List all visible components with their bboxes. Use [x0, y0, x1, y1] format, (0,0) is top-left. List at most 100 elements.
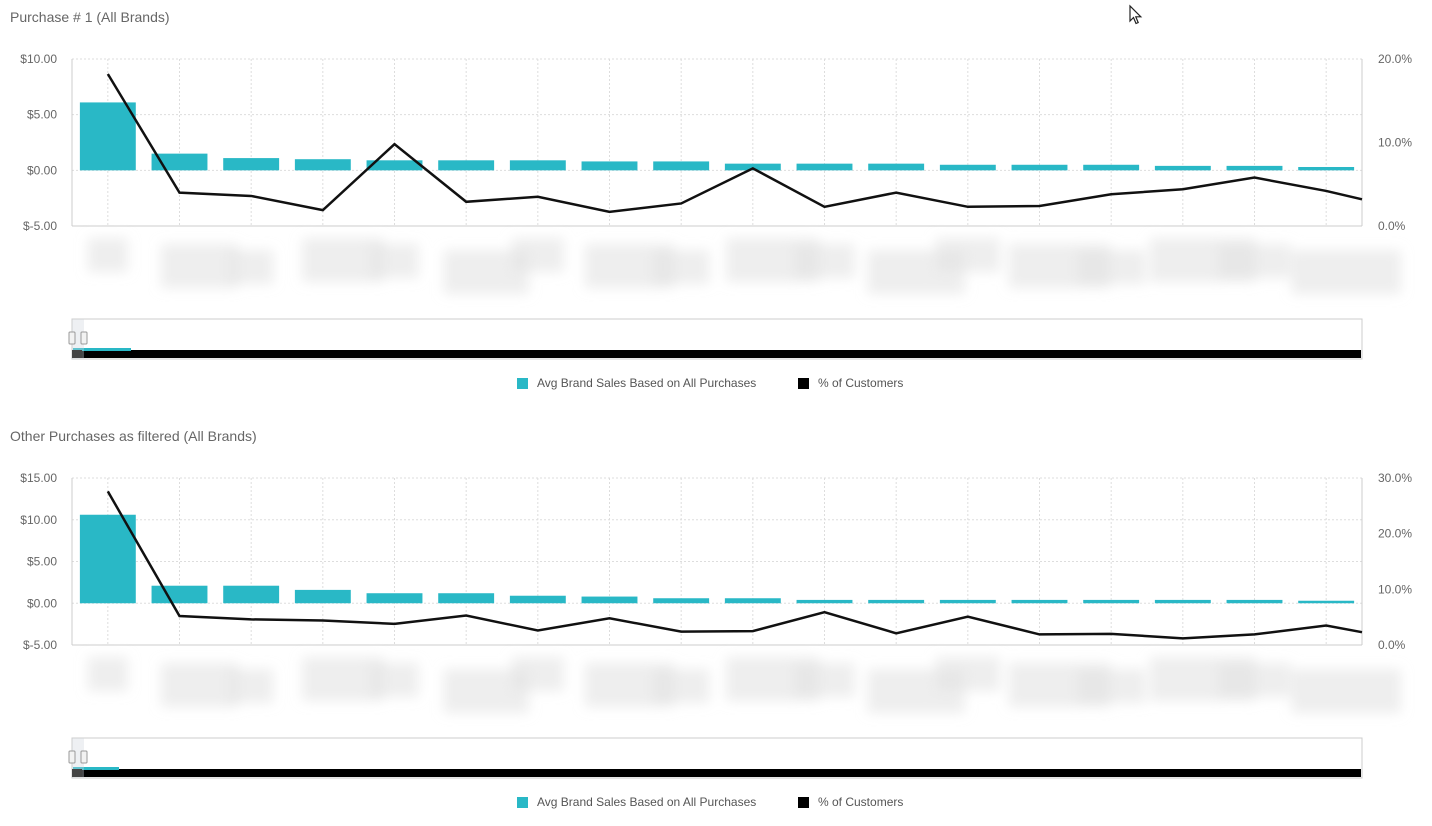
navigator-handle-right — [80, 750, 88, 764]
chart-svg: $10.00 $5.00 $0.00 $-5.00 20.0% 10.0% 0.0% — [20, 52, 1412, 360]
chart-legend: Avg Brand Sales Based on All Purchases %… — [0, 794, 1432, 810]
bar — [366, 593, 423, 604]
bar — [653, 598, 710, 604]
bar — [796, 599, 853, 604]
legend-item-bar[interactable]: Avg Brand Sales Based on All Purchases — [517, 375, 756, 391]
chart-panel-2: Other Purchases as filtered (All Brands)… — [0, 419, 1432, 826]
bar — [1226, 599, 1283, 604]
x-tick-label-blur — [653, 669, 710, 703]
x-tick-label-blur — [1291, 250, 1401, 294]
bar — [1154, 599, 1211, 604]
x-axis-labels-blurred — [87, 657, 1401, 713]
x-tick-label-blur — [370, 663, 419, 697]
mouse-pointer-icon — [1129, 4, 1143, 30]
navigator-handle-left — [68, 750, 76, 764]
y-right-tick-label: 0.0% — [1378, 638, 1406, 652]
navigator-thumb — [72, 769, 82, 777]
x-tick-label-blur — [1291, 669, 1401, 713]
bar — [1011, 164, 1068, 171]
bar — [1083, 164, 1140, 171]
x-tick-label-blur — [87, 657, 128, 691]
bar — [581, 596, 638, 604]
legend-bar-swatch — [517, 796, 528, 808]
bar — [939, 599, 996, 604]
navigator-bar-preview — [73, 348, 131, 351]
bar — [151, 585, 208, 604]
legend-item-bar[interactable]: Avg Brand Sales Based on All Purchases — [517, 794, 756, 810]
y-left-tick-label: $15.00 — [20, 471, 57, 485]
x-tick-label-blur — [1218, 244, 1291, 278]
y-left-tick-label: $0.00 — [27, 596, 57, 610]
navigator-selected-range — [72, 319, 84, 359]
y-left-tick-label: $5.00 — [27, 108, 57, 122]
x-tick-label-blur — [302, 238, 384, 282]
x-tick-label-blur — [794, 663, 855, 697]
bar — [294, 159, 351, 171]
x-tick-label-blur — [935, 238, 1000, 272]
chart-panel-1: Purchase # 1 (All Brands) $10.00 $5.00 $0.… — [0, 0, 1432, 410]
line-series — [106, 73, 1363, 214]
y-right-tick-label: 10.0% — [1378, 136, 1412, 150]
y-left-tick-label: $10.00 — [20, 513, 57, 527]
bar — [294, 589, 351, 604]
navigator-handle-left — [68, 331, 76, 345]
line-series — [106, 490, 1363, 640]
bar — [509, 595, 566, 604]
x-tick-label-blur — [653, 250, 710, 284]
legend-line-swatch — [798, 796, 809, 808]
bar — [1298, 166, 1355, 171]
bar — [79, 514, 136, 604]
bar — [151, 153, 208, 171]
bar — [796, 163, 853, 171]
x-tick-label-blur — [229, 669, 274, 703]
x-tick-label-blur — [794, 244, 855, 278]
legend-line-swatch — [798, 377, 809, 389]
x-tick-label-blur — [1077, 250, 1146, 284]
x-tick-label-blur — [1218, 663, 1291, 697]
bar — [581, 161, 638, 171]
x-tick-label-blur — [302, 657, 384, 701]
bar — [438, 160, 495, 171]
legend-bar-label: Avg Brand Sales Based on All Purchases — [537, 376, 757, 390]
navigator-handle-right — [80, 331, 88, 345]
bar — [1298, 600, 1355, 604]
x-tick-label-blur — [935, 657, 1000, 691]
chart-legend: Avg Brand Sales Based on All Purchases %… — [0, 375, 1432, 391]
y-left-tick-label: $10.00 — [20, 52, 57, 66]
bar — [223, 158, 280, 171]
y-left-tick-label: $-5.00 — [23, 219, 57, 233]
bar — [438, 593, 495, 604]
y-right-tick-label: 0.0% — [1378, 219, 1406, 233]
x-tick-label-blur — [511, 238, 564, 272]
navigator-line-preview — [73, 350, 1361, 358]
bar — [1083, 599, 1140, 604]
bar — [653, 161, 710, 171]
legend-line-label: % of Customers — [818, 376, 904, 390]
legend-item-line[interactable]: % of Customers — [798, 794, 903, 810]
chart-title: Other Purchases as filtered (All Brands) — [10, 428, 257, 444]
x-tick-label-blur — [370, 244, 419, 278]
x-tick-label-blur — [1077, 669, 1146, 703]
x-tick-label-blur — [161, 244, 238, 288]
x-tick-label-blur — [161, 663, 238, 707]
x-tick-label-blur — [229, 250, 274, 284]
bar — [366, 160, 423, 171]
bar — [868, 599, 925, 604]
bar — [223, 585, 280, 604]
chart-svg: $15.00 $10.00 $5.00 $0.00 $-5.00 30.0% 20.0% 10… — [20, 471, 1412, 779]
y-right-tick-label: 10.0% — [1378, 582, 1412, 596]
bar — [939, 164, 996, 171]
bar — [79, 102, 136, 171]
navigator-line-preview — [73, 769, 1361, 777]
x-tick-label-blur — [511, 657, 564, 691]
bar — [509, 160, 566, 171]
y-left-tick-label: $0.00 — [27, 163, 57, 177]
y-left-tick-label: $-5.00 — [23, 638, 57, 652]
legend-line-label: % of Customers — [818, 795, 904, 809]
navigator-selected-range — [72, 738, 84, 778]
legend-item-line[interactable]: % of Customers — [798, 375, 903, 391]
x-axis-labels-blurred — [87, 238, 1401, 294]
bar — [868, 163, 925, 171]
navigator-bar-preview — [73, 767, 119, 770]
y-right-tick-label: 20.0% — [1378, 527, 1412, 541]
